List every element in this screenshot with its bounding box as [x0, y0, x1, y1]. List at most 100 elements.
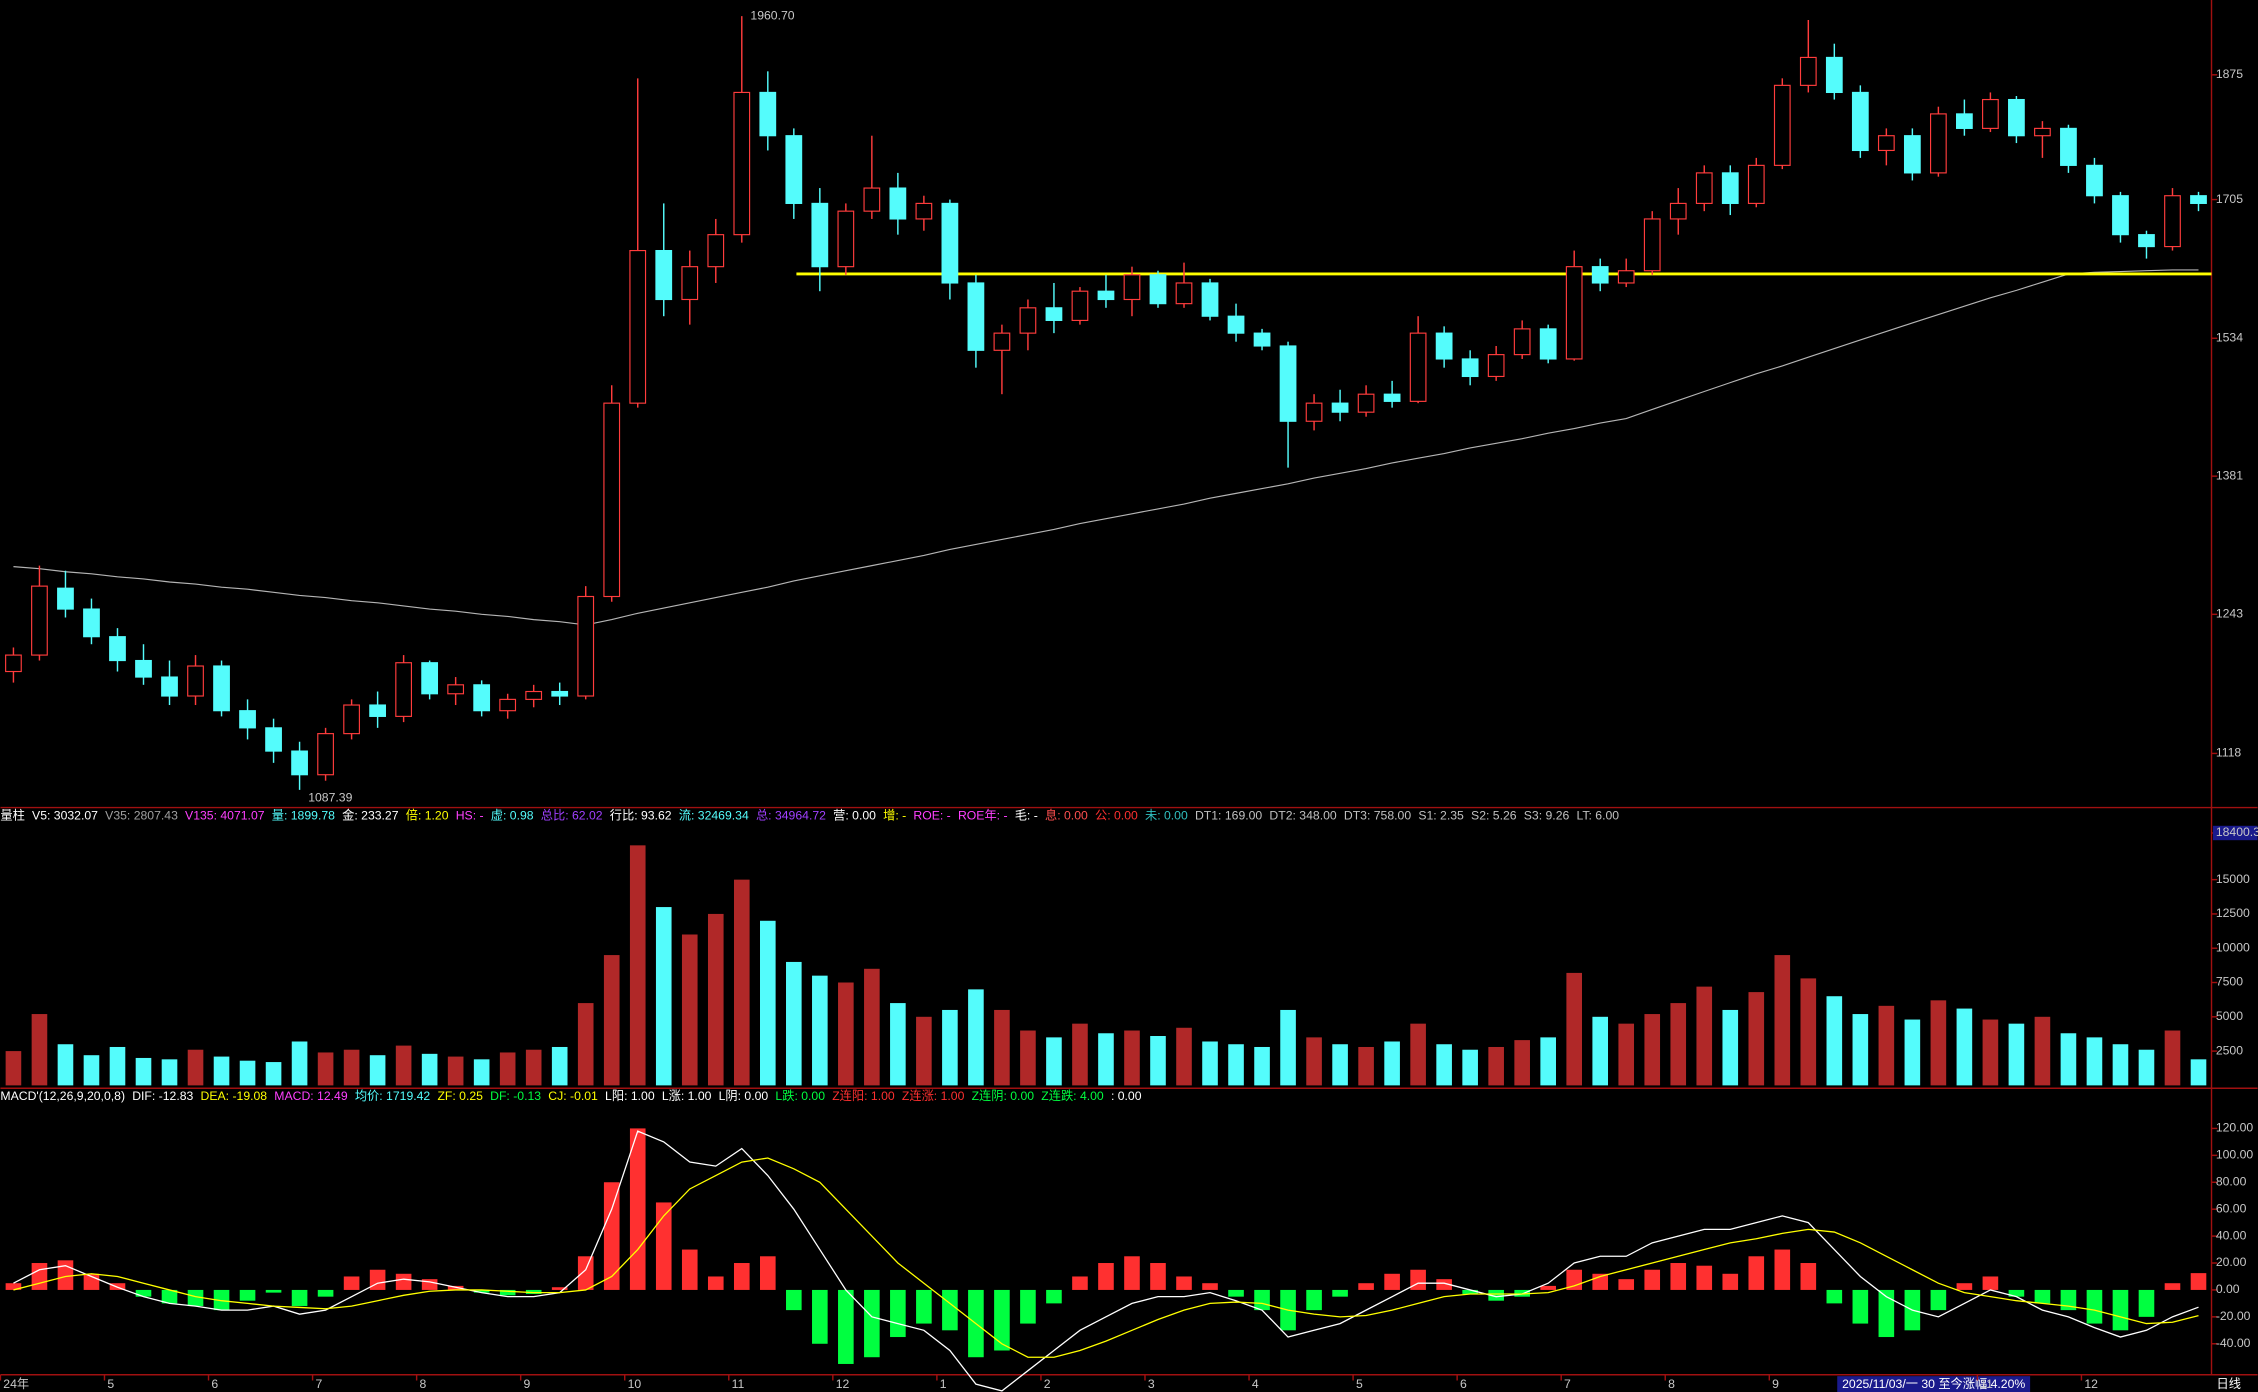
volume-bar	[812, 975, 828, 1086]
y-tick-label: 18400.3	[2216, 825, 2258, 839]
y-tick-label: 1118	[2216, 746, 2242, 760]
x-tick-label: 12	[2084, 1377, 2098, 1391]
candle-body	[1513, 328, 1531, 356]
candle-body	[629, 249, 647, 404]
macd-bar	[187, 1289, 204, 1307]
candle-body	[2034, 127, 2051, 137]
indicator-label: L阳: 1.00	[605, 1089, 655, 1103]
macd-bar	[786, 1289, 802, 1311]
candle-body	[1773, 84, 1791, 166]
volume-bar	[109, 1046, 126, 1086]
volume-bar	[265, 1062, 282, 1086]
candle-body	[343, 704, 360, 735]
indicator-label: 营: 0.00	[833, 808, 876, 822]
candle-body	[473, 684, 491, 712]
candle-body	[811, 202, 829, 268]
volume-bar	[291, 1041, 308, 1086]
volume-bar	[2138, 1049, 2155, 1086]
x-tick-label: 24年	[3, 1377, 29, 1391]
candle-body	[1565, 266, 1583, 360]
candle-body	[161, 676, 178, 697]
candle-body	[967, 282, 985, 351]
x-tick-label: 8	[420, 1377, 427, 1391]
macd-bar	[1826, 1289, 1843, 1304]
volume-bar	[1826, 996, 1843, 1086]
candle-body	[733, 91, 751, 236]
volume-bar	[1072, 1023, 1088, 1086]
macd-bar	[291, 1289, 308, 1307]
macd-bar	[1046, 1289, 1062, 1304]
indicator-label: 总比: 62.02	[541, 808, 603, 822]
volume-bar	[2060, 1033, 2077, 1086]
macd-bar	[1722, 1273, 1739, 1290]
macd-bar	[707, 1276, 724, 1290]
macd-bar	[1852, 1289, 1869, 1324]
macd-bar	[1072, 1276, 1088, 1290]
status-info: 2025/11/03/一 30 至今涨幅:4.20%	[1842, 1376, 2025, 1391]
macd-bar	[1696, 1265, 1713, 1290]
volume-bar	[2086, 1037, 2103, 1086]
volume-bar	[1384, 1041, 1400, 1086]
macd-bar	[838, 1289, 854, 1364]
indicator-label: MACD: 12.49	[274, 1089, 348, 1103]
macd-bar	[2086, 1289, 2103, 1324]
indicator-label: ZF: 0.25	[437, 1089, 483, 1103]
volume-bar	[1332, 1044, 1348, 1086]
indicator-label: 金: 233.27	[342, 807, 399, 822]
volume-bar	[1722, 1009, 1739, 1086]
y-tick-label: 40.00	[2216, 1228, 2247, 1242]
macd-bar	[2034, 1289, 2051, 1304]
candle-body	[1721, 172, 1739, 204]
indicator-label: S1: 2.35	[1418, 808, 1464, 822]
candle-body	[1903, 135, 1921, 174]
y-tick-label: 12500	[2216, 906, 2250, 920]
volume-bar	[317, 1052, 334, 1086]
candle-body	[941, 202, 959, 284]
macd-bar	[890, 1289, 906, 1338]
macd-bar	[2112, 1289, 2129, 1331]
macd-bar	[161, 1289, 178, 1304]
volume-bar	[1020, 1030, 1036, 1086]
macd-bar	[1488, 1289, 1504, 1301]
macd-bar	[603, 1182, 620, 1290]
volume-bar	[655, 907, 672, 1086]
x-tick-label: 5	[107, 1377, 114, 1391]
info-box	[1837, 1376, 2031, 1392]
period-label[interactable]: 日线	[2217, 1377, 2241, 1391]
indicator-label: L阴: 0.00	[719, 1089, 769, 1103]
volume-bar	[1228, 1044, 1244, 1086]
volume-bar	[733, 879, 750, 1086]
macd-bar	[421, 1279, 438, 1290]
macd-bar	[1020, 1289, 1036, 1324]
y-tick-label: 1243	[2216, 607, 2243, 621]
indicator-label: MACD'(12,26,9,20,0,8)	[0, 1089, 125, 1103]
x-tick-label: 11	[732, 1377, 745, 1391]
volume-bar	[1410, 1023, 1426, 1086]
candle-body	[1305, 402, 1323, 422]
macd-bar	[812, 1289, 828, 1344]
macd-bar	[1644, 1269, 1661, 1290]
candle-body	[2060, 127, 2077, 166]
candle-body	[447, 684, 465, 695]
volume-bar	[1982, 1019, 1999, 1086]
volume-bar	[1852, 1014, 1869, 1086]
candle-body	[1956, 113, 1973, 129]
volume-bar	[838, 982, 854, 1086]
volume-bar	[187, 1049, 204, 1086]
x-tick-label: 4	[1252, 1377, 1259, 1391]
volume-bar	[759, 920, 776, 1086]
indicator-label: L涨: 1.00	[662, 1088, 712, 1103]
candle-body	[291, 750, 308, 776]
macd-bar	[942, 1289, 958, 1331]
indicator-label: DT1: 169.00	[1195, 808, 1262, 822]
candle-body	[525, 690, 543, 700]
macd-bar	[551, 1287, 568, 1290]
y-tick-label: 80.00	[2216, 1174, 2247, 1188]
volume-bar	[1254, 1046, 1270, 1086]
volume-bar	[1956, 1008, 1973, 1086]
candle-body	[1929, 113, 1947, 174]
candle-body	[1461, 358, 1479, 378]
candle-body	[1331, 402, 1349, 413]
volume-bar	[1644, 1014, 1661, 1086]
